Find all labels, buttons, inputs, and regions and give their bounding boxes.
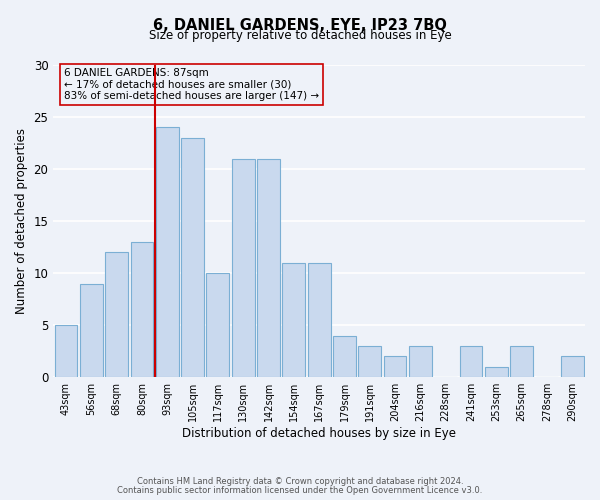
Bar — [358, 346, 381, 377]
Bar — [409, 346, 432, 377]
Text: 6, DANIEL GARDENS, EYE, IP23 7BQ: 6, DANIEL GARDENS, EYE, IP23 7BQ — [153, 18, 447, 32]
Bar — [308, 262, 331, 377]
Bar — [561, 356, 584, 377]
Bar — [333, 336, 356, 377]
Bar — [55, 325, 77, 377]
Text: Contains HM Land Registry data © Crown copyright and database right 2024.: Contains HM Land Registry data © Crown c… — [137, 477, 463, 486]
Text: Contains public sector information licensed under the Open Government Licence v3: Contains public sector information licen… — [118, 486, 482, 495]
X-axis label: Distribution of detached houses by size in Eye: Distribution of detached houses by size … — [182, 427, 456, 440]
Bar — [105, 252, 128, 377]
Text: 6 DANIEL GARDENS: 87sqm
← 17% of detached houses are smaller (30)
83% of semi-de: 6 DANIEL GARDENS: 87sqm ← 17% of detache… — [64, 68, 319, 102]
Bar — [206, 273, 229, 377]
Bar — [384, 356, 406, 377]
Text: Size of property relative to detached houses in Eye: Size of property relative to detached ho… — [149, 29, 451, 42]
Bar — [257, 158, 280, 377]
Bar — [232, 158, 254, 377]
Bar — [156, 128, 179, 377]
Y-axis label: Number of detached properties: Number of detached properties — [15, 128, 28, 314]
Bar — [131, 242, 154, 377]
Bar — [460, 346, 482, 377]
Bar — [80, 284, 103, 377]
Bar — [485, 367, 508, 377]
Bar — [283, 262, 305, 377]
Bar — [511, 346, 533, 377]
Bar — [181, 138, 204, 377]
